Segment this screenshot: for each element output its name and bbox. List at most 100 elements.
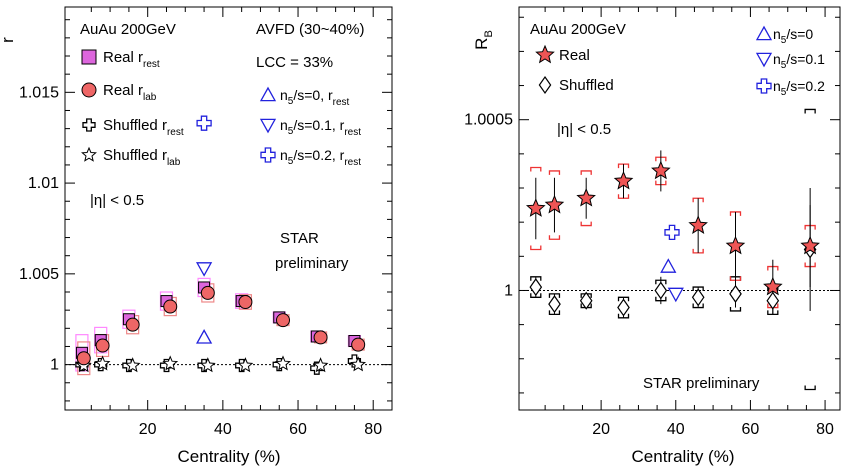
left-chart-panel: 20 40 60 80 1 1.005 1.01 1.015 r Centrality (%)… [0, 6, 393, 466]
legend-model-mid: /s=0.1, r [293, 117, 344, 133]
legend-real_lab-subscript: lab [143, 92, 157, 103]
left-preliminary-line1: STAR [280, 230, 319, 247]
legend-model-n02-label: n5/s=0.2, rrest [280, 147, 361, 168]
right-plot-frame [518, 6, 841, 411]
left-model-label: AVFD (30~40%) [256, 21, 365, 38]
left-eta-label: |η| < 0.5 [90, 192, 144, 209]
legend-model-main: n [280, 147, 288, 163]
shuffled-point [617, 298, 630, 317]
right-x-tick-label: 60 [742, 421, 760, 438]
left-y-tick-label: 1.015 [19, 84, 59, 101]
legend-shuffled-label: Shuffled [559, 77, 614, 94]
legend-model-n02-marker [756, 78, 772, 94]
legend-real-lab-marker [81, 82, 97, 98]
left-system-label: AuAu 200GeV [80, 21, 176, 38]
left-x-tick-label: 60 [289, 421, 307, 438]
right-legend-model: n5/s=0n5/s=0.1n5/s=0.2 [755, 25, 825, 98]
legend-real-rest-marker [81, 49, 97, 65]
legend-model-n01-marker [755, 52, 773, 68]
right-system-label: AuAu 200GeV [530, 21, 626, 38]
real-point [763, 276, 783, 296]
legend-shuffled-rest-marker [82, 118, 96, 132]
shuffled-point [766, 291, 780, 310]
left-y-axis-label: r [0, 37, 17, 43]
right-legend-data: Real Shuffled [535, 44, 614, 95]
real-point [651, 160, 671, 180]
shuffled-point [729, 284, 742, 303]
legend-model-n0-marker [755, 25, 773, 41]
real-point [725, 235, 746, 255]
real-point [613, 170, 634, 190]
left-preliminary-line2: preliminary [275, 255, 349, 272]
model-n02-point [664, 224, 680, 241]
legend-model-sub1: 5 [288, 126, 294, 137]
legend-model-main: n [773, 51, 781, 67]
right-x-tick-label: 40 [667, 421, 685, 438]
right-preliminary-label: STAR preliminary [643, 375, 760, 392]
shuffled-lab-point [350, 356, 367, 372]
right-y-axis-label-sub: B [483, 30, 495, 37]
legend-shuf_rest-label: Shuffled rrest [103, 117, 184, 138]
shuffled-lab-point [275, 355, 291, 371]
model-n0-point [660, 258, 677, 273]
legend-model-mid: /s=0.2 [786, 78, 825, 94]
legend-shuffled-marker [538, 75, 552, 95]
left-lcc-label: LCC = 33% [256, 54, 333, 71]
legend-model-n01-label: n5/s=0.1, rrest [280, 117, 361, 138]
right-x-tick-label: 80 [816, 421, 834, 438]
right-x-tick-label: 20 [592, 421, 610, 438]
left-y-tick-label: 1.005 [19, 266, 59, 283]
legend-model-sub2: rest [344, 127, 361, 138]
legend-model-mid: /s=0, r [293, 87, 333, 103]
real-sys-bracket [548, 170, 561, 240]
real-point [688, 215, 708, 234]
legend-model-n0-marker [259, 86, 277, 102]
right-y-tick-label: 1.0005 [464, 112, 513, 129]
legend-real-marker [535, 44, 555, 64]
shuffled-lab-point [162, 355, 179, 371]
model-n01-point [195, 262, 213, 277]
real-lab-point [125, 317, 140, 332]
left-x-tick-label: 20 [139, 421, 157, 438]
legend-shuf_rest-subscript: rest [167, 127, 184, 138]
real-lab-point [200, 285, 215, 300]
real-lab-point [276, 313, 290, 328]
legend-real_lab-label: Real rlab [103, 82, 157, 103]
legend-model-sub1: 5 [781, 87, 787, 98]
left-x-tick-label: 80 [364, 421, 382, 438]
real-lab-point [313, 330, 328, 345]
model-n0-point [195, 329, 213, 344]
legend-model-n02-label: n5/s=0.2 [773, 78, 825, 98]
legend-model-sub1: 5 [288, 156, 294, 167]
legend-real_lab-text: Real r [103, 82, 143, 99]
right-y-axis-label: RB [472, 30, 495, 50]
shuffled-lab-point [124, 357, 141, 373]
legend-model-sub1: 5 [781, 60, 787, 71]
legend-real_rest-subscript: rest [143, 59, 160, 70]
legend-model-sub2: rest [344, 157, 361, 168]
legend-model-n02-marker [260, 147, 276, 163]
legend-shuf_rest-text: Shuffled r [103, 117, 167, 134]
real-lab-point [351, 337, 366, 352]
shuffled-point [579, 291, 593, 310]
right-chart-panel: 20 40 60 80 1 1.0005 RB Centrality (%) AuAu 2… [464, 6, 841, 466]
legend-model-main: n [280, 87, 288, 103]
shuffled-sys-bracket [804, 108, 816, 391]
real-sys-bracket [530, 166, 542, 251]
legend-shuf_lab-label: Shuffled rlab [103, 147, 181, 168]
legend-real_rest-label: Real rrest [103, 49, 160, 70]
left-data-marks [75, 115, 367, 376]
right-axis-ticks: 20 40 60 80 1 1.0005 [464, 7, 840, 438]
shuffled-lab-point [199, 357, 216, 373]
model-n02-point [196, 115, 212, 131]
shuffled-point [654, 281, 668, 300]
model-n01-point [667, 287, 684, 303]
left-y-tick-label: 1.01 [28, 175, 59, 192]
legend-real_rest-text: Real r [103, 49, 143, 66]
real-lab-point [163, 299, 178, 314]
legend-model-main: n [280, 117, 288, 133]
legend-model-mid: /s=0.1 [786, 51, 825, 67]
left-plot-frame [64, 6, 393, 411]
